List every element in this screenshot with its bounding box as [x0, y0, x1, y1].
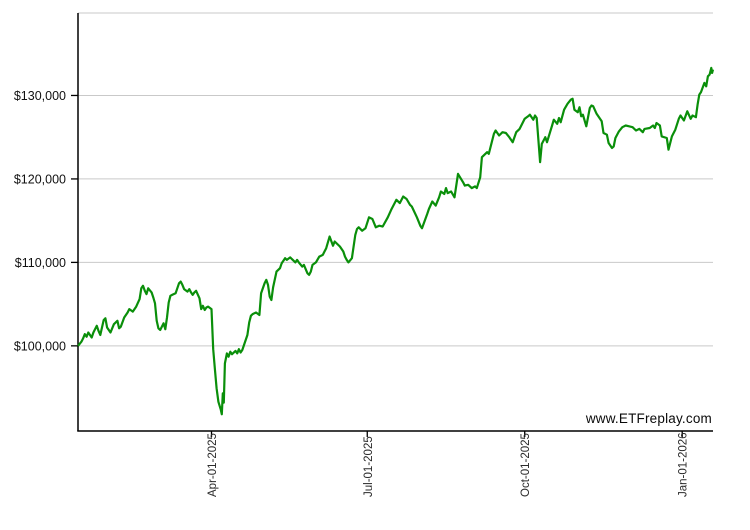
x-axis-label: Jan-01-2026 — [678, 432, 690, 497]
y-axis-label: $100,000 — [14, 339, 66, 353]
etfreplay-watermark-link[interactable]: www.ETFreplay.com — [585, 411, 712, 426]
y-axis-label: $120,000 — [14, 172, 66, 186]
equity-curve-line — [77, 66, 715, 416]
y-axis-label: $130,000 — [14, 89, 66, 103]
x-axis-label: Oct-01-2025 — [520, 433, 532, 497]
y-axis-label: $110,000 — [15, 256, 66, 270]
x-axis-label: Apr-01-2025 — [207, 433, 219, 497]
x-axis-label: Jul-01-2025 — [363, 436, 375, 497]
